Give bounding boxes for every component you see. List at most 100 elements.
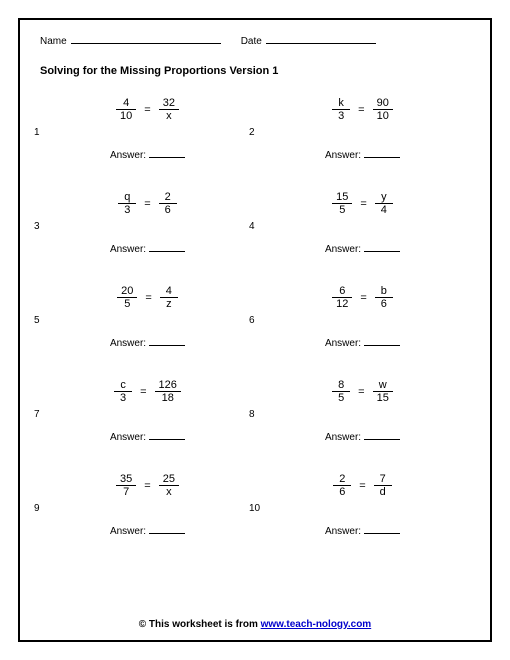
numerator: 4 (162, 285, 176, 297)
answer-blank[interactable] (364, 149, 400, 158)
equals-sign: = (142, 104, 152, 116)
answer-line: Answer: (40, 243, 255, 255)
problem-9: 9357=25xAnswer: (40, 469, 255, 559)
footer-link[interactable]: www.teach-nology.com (261, 619, 372, 630)
answer-label: Answer: (325, 150, 361, 161)
fraction-right: 25x (159, 473, 179, 498)
answer-blank[interactable] (364, 337, 400, 346)
answer-blank[interactable] (149, 149, 185, 158)
answer-blank[interactable] (149, 431, 185, 440)
equation: 26=7d (255, 473, 470, 498)
fraction-left: k3 (332, 97, 350, 122)
fraction-left: c3 (114, 379, 132, 404)
name-slot: Name (40, 34, 221, 47)
answer-line: Answer: (255, 243, 470, 255)
fraction-right: 32x (159, 97, 179, 122)
answer-line: Answer: (40, 431, 255, 443)
answer-label: Answer: (325, 244, 361, 255)
denominator: 3 (334, 110, 348, 122)
worksheet-frame: Name Date Solving for the Missing Propor… (18, 18, 492, 642)
denominator: 7 (119, 486, 133, 498)
equals-sign: = (358, 198, 368, 210)
problem-number: 3 (34, 221, 40, 232)
equation: 205=4z (40, 285, 255, 310)
problem-7: 7c3=12618Answer: (40, 375, 255, 465)
answer-blank[interactable] (149, 337, 185, 346)
numerator: 7 (376, 473, 390, 485)
fraction-right: 7d (374, 473, 392, 498)
problem-1: 1410=32xAnswer: (40, 93, 255, 183)
answer-line: Answer: (255, 525, 470, 537)
answer-blank[interactable] (364, 243, 400, 252)
numerator: 32 (159, 97, 179, 109)
date-label: Date (241, 36, 262, 47)
problem-number: 6 (249, 315, 255, 326)
answer-blank[interactable] (364, 431, 400, 440)
equals-sign: = (142, 480, 152, 492)
footer-prefix: © This worksheet is from (139, 619, 261, 630)
date-blank[interactable] (266, 34, 376, 44)
problem-number: 5 (34, 315, 40, 326)
denominator: 12 (332, 298, 352, 310)
denominator: 5 (120, 298, 134, 310)
problem-number: 1 (34, 127, 40, 138)
numerator: 6 (335, 285, 349, 297)
worksheet-title: Solving for the Missing Proportions Vers… (40, 65, 470, 77)
denominator: 15 (373, 392, 393, 404)
denominator: x (162, 110, 176, 122)
answer-blank[interactable] (149, 243, 185, 252)
answer-line: Answer: (255, 149, 470, 161)
denominator: 18 (158, 392, 178, 404)
fraction-left: 85 (332, 379, 350, 404)
fraction-right: 26 (159, 191, 177, 216)
equals-sign: = (356, 104, 366, 116)
answer-blank[interactable] (149, 525, 185, 534)
equation: q3 = 26 (40, 191, 255, 216)
numerator: 8 (334, 379, 348, 391)
numerator: c (116, 379, 130, 391)
equation: c3=12618 (40, 379, 255, 404)
denominator: 3 (120, 204, 134, 216)
problem-6: 6612=b6Answer: (255, 281, 470, 371)
problem-number: 2 (249, 127, 255, 138)
footer: © This worksheet is from www.teach-nolog… (20, 619, 490, 630)
answer-line: Answer: (255, 431, 470, 443)
equals-sign: = (358, 292, 368, 304)
equals-sign: = (142, 198, 152, 210)
answer-label: Answer: (325, 432, 361, 443)
problem-4: 4155=y4Answer: (255, 187, 470, 277)
numerator: 2 (335, 473, 349, 485)
numerator: y (377, 191, 391, 203)
equals-sign: = (138, 386, 148, 398)
answer-label: Answer: (110, 338, 146, 349)
denominator: 4 (377, 204, 391, 216)
denominator: 5 (334, 392, 348, 404)
fraction-right: w15 (373, 379, 393, 404)
header: Name Date (40, 34, 470, 47)
answer-line: Answer: (40, 149, 255, 161)
equals-sign: = (357, 480, 367, 492)
denominator: d (376, 486, 390, 498)
numerator: 35 (116, 473, 136, 485)
answer-line: Answer: (255, 337, 470, 349)
fraction-left: 410 (116, 97, 136, 122)
denominator: 3 (116, 392, 130, 404)
answer-label: Answer: (325, 526, 361, 537)
answer-line: Answer: (40, 337, 255, 349)
answer-label: Answer: (110, 526, 146, 537)
denominator: 5 (335, 204, 349, 216)
denominator: z (162, 298, 176, 310)
numerator: q (120, 191, 134, 203)
fraction-left: q3 (118, 191, 136, 216)
problem-10: 1026=7dAnswer: (255, 469, 470, 559)
numerator: b (377, 285, 391, 297)
equation: 410 = 32x (40, 97, 255, 122)
denominator: 6 (161, 204, 175, 216)
denominator: 10 (373, 110, 393, 122)
denominator: 6 (377, 298, 391, 310)
fraction-left: 155 (332, 191, 352, 216)
answer-blank[interactable] (364, 525, 400, 534)
name-blank[interactable] (71, 34, 221, 44)
equals-sign: = (356, 386, 366, 398)
problems-grid: 1410=32xAnswer:2k3=9010Answer:3q3=26Answ… (40, 93, 470, 559)
